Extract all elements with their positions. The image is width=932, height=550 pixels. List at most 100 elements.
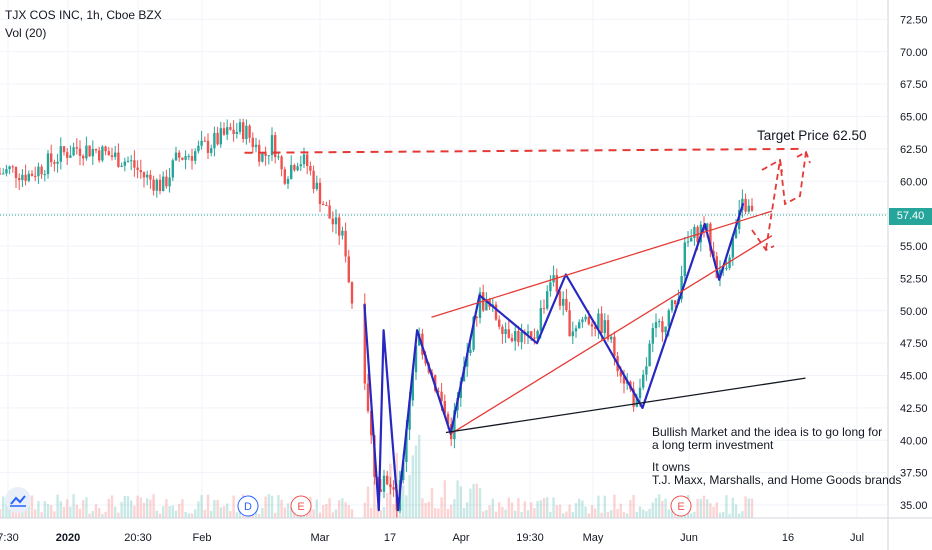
volume-bar [347, 505, 350, 518]
price-tick-label: 40.00 [900, 435, 928, 447]
candle-body [283, 169, 286, 184]
candle-body [222, 128, 226, 135]
price-tick-label: 50.00 [900, 306, 928, 318]
volume-bar [421, 498, 424, 518]
volume-indicator-label[interactable]: Vol (20) [5, 26, 47, 40]
price-tick-label: 45.00 [900, 371, 928, 383]
volume-bar [488, 505, 491, 518]
volume-bar [18, 510, 21, 518]
projection-return [751, 229, 775, 252]
candle-body [494, 304, 498, 320]
candle-body [194, 151, 197, 161]
volume-bar [478, 488, 482, 518]
volume-bar [629, 500, 632, 518]
candle-body [101, 146, 104, 161]
volume-bar [744, 496, 747, 518]
candle-body [171, 160, 174, 178]
candle-body [485, 299, 488, 311]
volume-bar [386, 492, 389, 518]
note-line-5[interactable]: T.J. Maxx, Marshalls, and Home Goods bra… [652, 473, 902, 487]
volume-bar [632, 494, 635, 518]
time-tick-label: 7:30 [0, 532, 19, 544]
volume-bar [443, 480, 446, 518]
candle-body [62, 146, 66, 153]
tradingview-logo[interactable] [5, 487, 31, 513]
candle-body [530, 331, 533, 338]
volume-bar [706, 499, 709, 518]
volume-bar [594, 508, 597, 518]
volume-bar [56, 494, 59, 518]
candle-body [686, 241, 690, 243]
volume-bar [120, 501, 123, 518]
volume-bar [565, 511, 568, 518]
time-tick-label: Jul [850, 532, 864, 544]
volume-bar [597, 495, 600, 518]
candle-body [597, 313, 600, 329]
drawings [0, 147, 887, 512]
volume-bar [437, 508, 440, 518]
volume-bar [715, 502, 718, 518]
candle-body [363, 303, 366, 384]
candle-body [594, 326, 597, 329]
candle-body [274, 135, 277, 158]
candle-body [437, 390, 440, 392]
volume-bar [613, 494, 616, 518]
volume-bar [142, 502, 146, 518]
volume-bar [750, 498, 754, 518]
volume-bar [219, 507, 222, 518]
volume-bar [616, 509, 619, 518]
candle-body [136, 167, 139, 170]
volume-bar [622, 512, 626, 518]
volume-bar [104, 511, 107, 518]
candle-body [302, 154, 306, 165]
volume-bar [456, 480, 459, 518]
volume-bar [722, 511, 725, 518]
volume-bar [254, 512, 258, 518]
price-tick-label: 70.00 [900, 47, 928, 59]
candle-body [638, 387, 642, 399]
target-price-label[interactable]: Target Price 62.50 [757, 128, 867, 143]
candle-body [46, 153, 50, 175]
candle-body [590, 324, 594, 327]
event-marker-letter: D [244, 501, 252, 513]
candle-body [392, 487, 395, 490]
note-line-2[interactable]: a long term investment [652, 438, 774, 452]
volume-bar [635, 511, 638, 518]
volume-bar [152, 494, 155, 518]
candle-body [0, 173, 2, 175]
candle-body [270, 135, 274, 156]
candle-body [654, 322, 658, 329]
candle-body [110, 155, 114, 157]
volume-bar [315, 499, 318, 518]
candle-body [651, 328, 654, 344]
volume-bar [693, 511, 696, 518]
event-marker [237, 495, 259, 517]
candle-body [734, 229, 738, 238]
volume-bar [414, 445, 418, 518]
note-line-4[interactable]: It owns [652, 460, 691, 474]
volume-bar [718, 512, 722, 518]
volume-bar [43, 501, 46, 518]
candle-body [382, 475, 386, 492]
symbol-label[interactable]: TJX COS INC, 1h, Cboe BZX [5, 8, 162, 22]
candle-body [174, 152, 178, 161]
event-marker [290, 495, 312, 517]
candle-body [539, 308, 542, 331]
candle-body [469, 349, 472, 353]
volume-bar [606, 511, 610, 518]
volume-bar [587, 513, 590, 518]
volume-bar [731, 497, 734, 518]
volume-bar [53, 511, 56, 518]
volume-bar [318, 512, 322, 518]
volume-bar [75, 504, 78, 518]
candle-body [238, 122, 242, 132]
candle-body [328, 205, 331, 219]
candle-body [107, 151, 110, 156]
volume-bar [168, 506, 171, 518]
note-line-1[interactable]: Bullish Market and the idea is to go lon… [652, 425, 883, 439]
candle-body [667, 310, 670, 327]
volume-bar [101, 513, 104, 518]
tradingview-logo-icon [10, 495, 26, 507]
volume-bar [619, 503, 622, 518]
